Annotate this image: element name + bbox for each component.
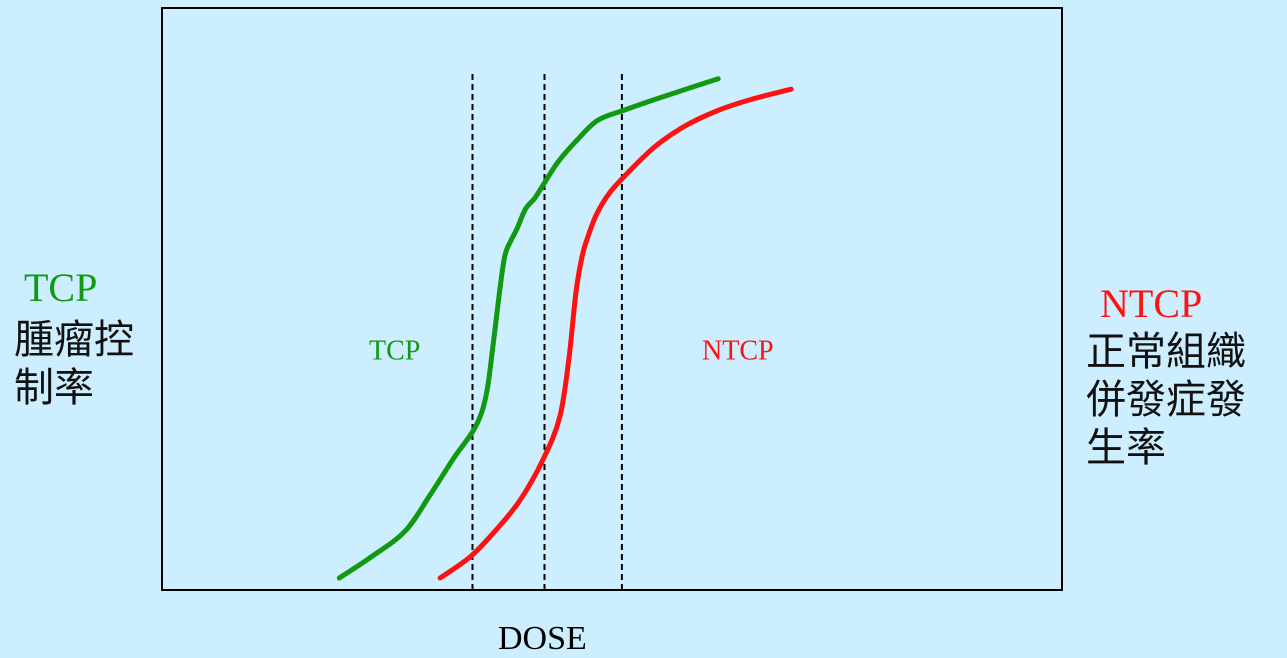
ntcp-desc-line-2: 併發症發 (1086, 377, 1246, 423)
tcp-desc-line-1: 腫瘤控 (14, 317, 134, 363)
ntcp-axis-description: 正常組織 併發症發 生率 (1086, 328, 1246, 472)
tcp-axis-label: TCP (24, 265, 98, 310)
ntcp-desc-line-3: 生率 (1086, 425, 1166, 471)
tcp-desc-line-2: 制率 (14, 365, 94, 411)
ntcp-annotation: NTCP (702, 336, 774, 367)
tcp-annotation: TCP (369, 336, 420, 367)
plot-frame (161, 7, 1063, 591)
x-axis-label: DOSE (498, 620, 587, 657)
dose-markers (471, 74, 623, 590)
tcp-curve (336, 76, 721, 581)
ntcp-axis-label: NTCP (1100, 281, 1203, 326)
ntcp-curve (437, 86, 794, 581)
annotation-group: TCP NTCP (369, 336, 774, 367)
series-group (336, 76, 794, 581)
tcp-axis-description: 腫瘤控 制率 (14, 316, 134, 412)
ntcp-desc-line-1: 正常組織 (1086, 329, 1246, 375)
